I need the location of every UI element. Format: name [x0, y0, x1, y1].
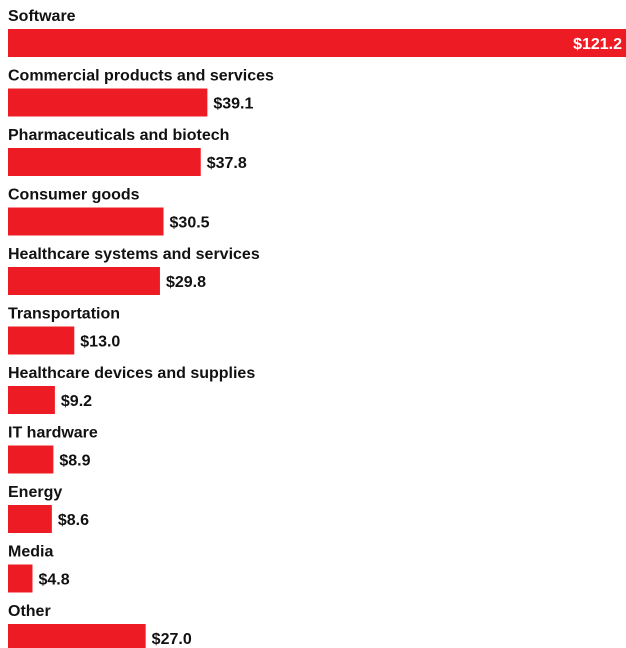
category-label: Pharmaceuticals and biotech [8, 127, 229, 144]
bar-row: Energy $8.6 [8, 484, 89, 533]
bar-row: Media $4.8 [8, 544, 70, 593]
bar-row: Software $121.2 [8, 8, 626, 57]
value-label: $13.0 [80, 334, 120, 351]
bar-row: Other $27.0 [8, 603, 192, 648]
bar [8, 207, 164, 236]
value-label: $8.6 [58, 512, 89, 529]
value-label: $37.8 [207, 155, 247, 172]
bar-row: Healthcare systems and services $29.8 [8, 246, 260, 295]
bar [8, 624, 146, 648]
bar-row: Pharmaceuticals and biotech $37.8 [8, 127, 247, 176]
category-label: Media [8, 544, 53, 561]
category-label: IT hardware [8, 425, 98, 442]
bar-row: Healthcare devices and supplies $9.2 [8, 365, 255, 414]
category-label: Other [8, 603, 51, 620]
value-label: $4.8 [38, 572, 69, 589]
bar [8, 505, 52, 533]
category-label: Consumer goods [8, 187, 140, 204]
value-label: $39.1 [213, 96, 253, 113]
value-label: $9.2 [61, 393, 92, 410]
bar [8, 445, 54, 474]
bar-row: Commercial products and services $39.1 [8, 68, 274, 117]
category-label: Healthcare systems and services [8, 246, 260, 263]
category-label: Commercial products and services [8, 68, 274, 85]
bar [8, 564, 33, 593]
value-label: $8.9 [59, 453, 90, 470]
bar [8, 148, 201, 176]
category-label: Healthcare devices and supplies [8, 365, 255, 382]
bar [8, 29, 626, 57]
bar-row: Transportation $13.0 [8, 306, 120, 355]
bar [8, 326, 75, 355]
value-label: $30.5 [170, 215, 210, 232]
bar-row: IT hardware $8.9 [8, 425, 98, 474]
value-label: $29.8 [166, 274, 206, 291]
category-label: Energy [8, 484, 62, 501]
category-label: Software [8, 8, 76, 25]
bar-row: Consumer goods $30.5 [8, 187, 210, 236]
value-label: $27.0 [152, 631, 192, 648]
bar [8, 386, 55, 414]
category-label: Transportation [8, 306, 120, 323]
value-label: $121.2 [573, 36, 622, 53]
bar [8, 88, 208, 117]
bar [8, 267, 160, 295]
